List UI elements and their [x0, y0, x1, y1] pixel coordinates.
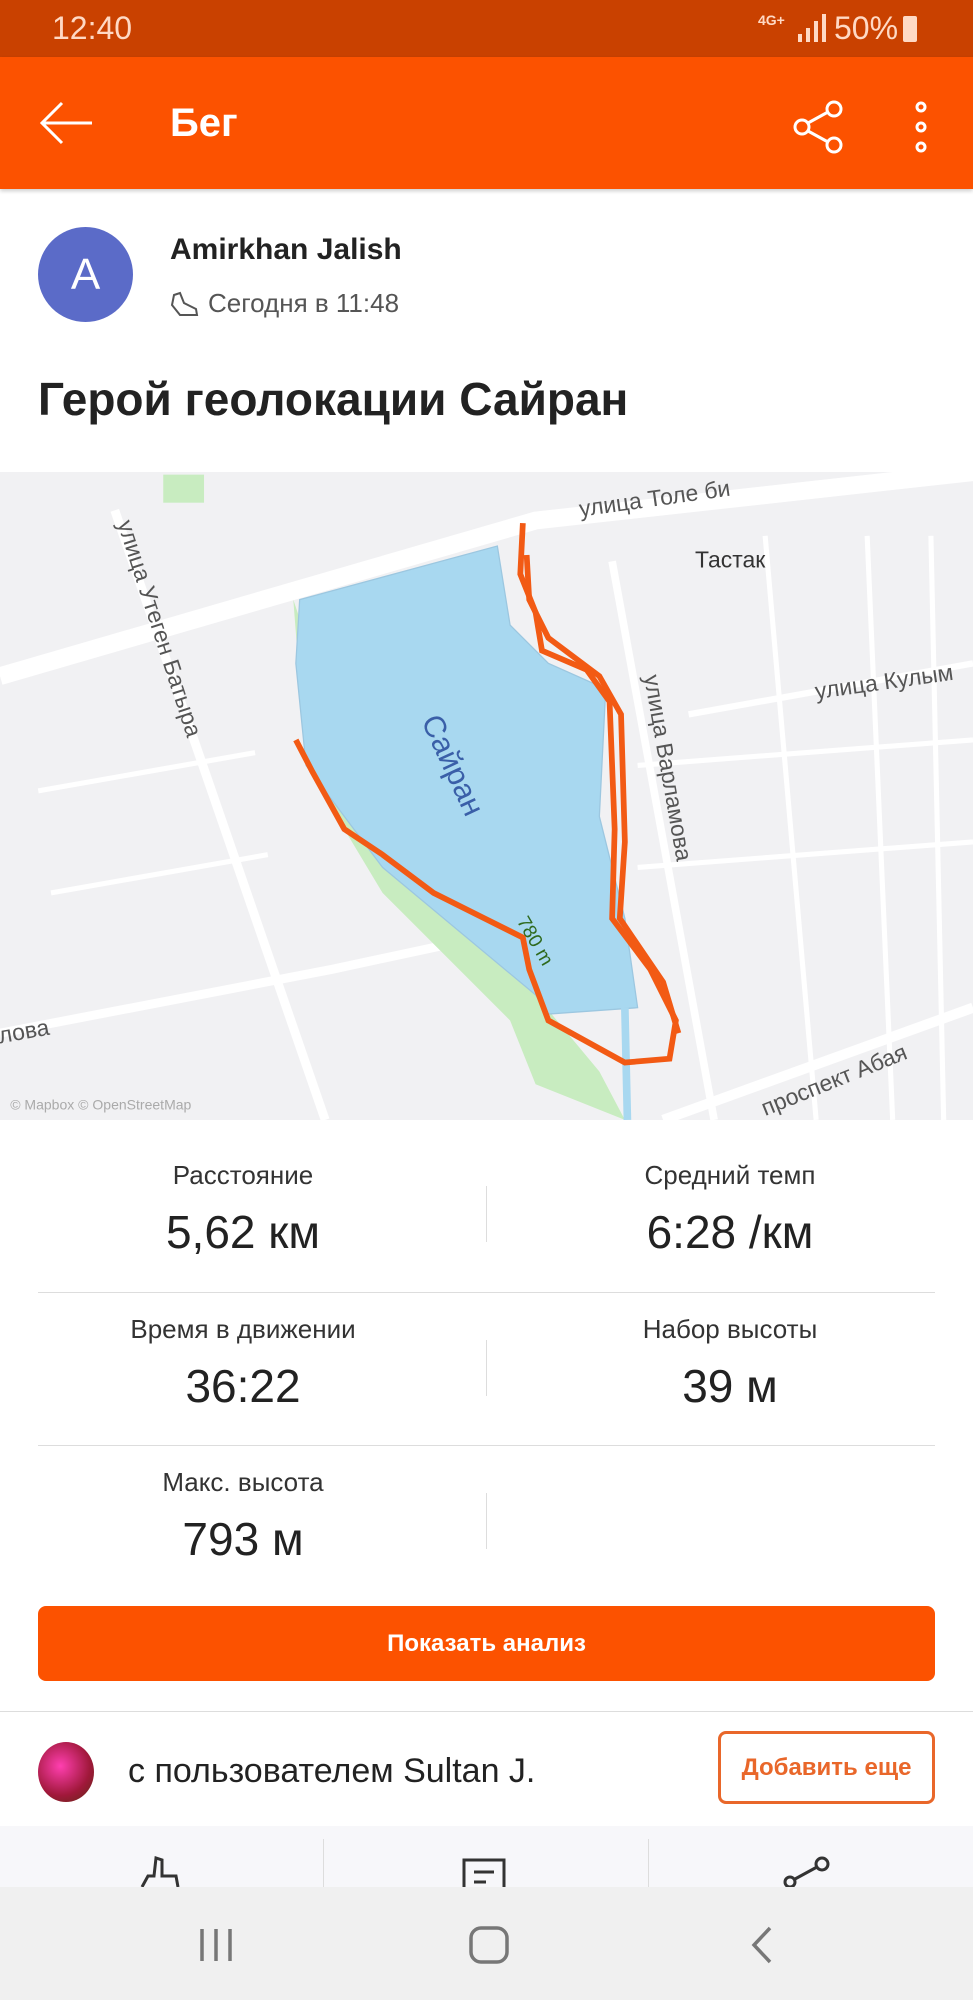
- action-bar: [0, 1826, 973, 1887]
- more-vertical-icon[interactable]: [908, 99, 934, 155]
- share-icon[interactable]: [792, 99, 848, 155]
- park-area: [293, 599, 625, 1120]
- stat-label: Макс. высота: [162, 1467, 324, 1497]
- stat-value: 36:22: [185, 1360, 301, 1412]
- athlete-avatar[interactable]: A: [38, 227, 133, 322]
- stat-avg-pace: Средний темп 6:28 /км: [487, 1160, 973, 1259]
- status-time: 12:40: [52, 10, 133, 46]
- stat-elevation-gain: Набор высоты 39 м: [487, 1314, 973, 1413]
- companion-avatar[interactable]: [38, 1742, 94, 1802]
- signal-icon: [798, 14, 826, 42]
- activity-time: Сегодня в 11:48: [170, 288, 399, 319]
- map-attribution[interactable]: © Mapbox © OpenStreetMap: [10, 1097, 191, 1113]
- comment-icon[interactable]: [462, 1858, 506, 1887]
- divider: [486, 1340, 487, 1396]
- divider: [0, 1711, 973, 1712]
- add-more-button[interactable]: Добавить еще: [718, 1731, 935, 1804]
- road-tole-bi: [0, 463, 973, 685]
- recent-apps-icon[interactable]: [198, 1927, 234, 1963]
- divider: [323, 1839, 324, 1887]
- stat-moving-time: Время в движении 36:22: [0, 1314, 486, 1413]
- stat-value: 39 м: [682, 1360, 778, 1412]
- show-analysis-button[interactable]: Показать анализ: [38, 1606, 935, 1681]
- back-icon[interactable]: [748, 1925, 774, 1965]
- page-title: Бег: [170, 101, 238, 145]
- battery-icon: [903, 16, 917, 42]
- stat-value: 5,62 км: [165, 1206, 321, 1258]
- arrow-left-icon[interactable]: [38, 99, 94, 147]
- stat-distance: Расстояние 5,62 км: [0, 1160, 486, 1259]
- stat-value: 793 м: [182, 1513, 304, 1565]
- divider: [38, 1292, 935, 1293]
- divider: [38, 1445, 935, 1446]
- stat-max-elevation: Макс. высота 793 м: [0, 1467, 486, 1566]
- stat-value: 6:28 /км: [646, 1206, 814, 1258]
- battery-level: 50%: [834, 10, 899, 46]
- divider: [648, 1839, 649, 1887]
- thumbs-up-icon[interactable]: [140, 1854, 185, 1887]
- activity-time-text: Сегодня в 11:48: [208, 288, 400, 318]
- shoe-icon: [170, 291, 199, 316]
- share-icon[interactable]: [782, 1854, 832, 1887]
- activity-title: Герой геолокации Сайран: [38, 373, 629, 425]
- divider: [486, 1186, 487, 1242]
- athlete-name[interactable]: Amirkhan Jalish: [170, 233, 402, 266]
- system-nav-bar: [0, 1887, 973, 2000]
- route-line: [293, 522, 682, 1066]
- stat-label: Время в движении: [130, 1314, 356, 1344]
- home-icon[interactable]: [468, 1925, 510, 1965]
- map-label-district: Тастак: [695, 547, 766, 573]
- network-indicator: 4G+: [758, 12, 785, 28]
- stat-label: Набор высоты: [642, 1314, 818, 1344]
- app-header: Бег: [0, 57, 973, 189]
- divider: [486, 1493, 487, 1549]
- status-bar: 12:40 4G+ 50%: [0, 0, 973, 57]
- stat-label: Средний темп: [644, 1160, 816, 1190]
- route-map[interactable]: улица Толе би Тастак улица Кулым Сайран …: [0, 463, 973, 1125]
- companion-text: с пользователем Sultan J.: [128, 1752, 536, 1790]
- stat-label: Расстояние: [172, 1160, 314, 1190]
- avatar-letter: A: [70, 249, 101, 299]
- map-canvas: улица Толе би Тастак улица Кулым Сайран …: [0, 463, 973, 1125]
